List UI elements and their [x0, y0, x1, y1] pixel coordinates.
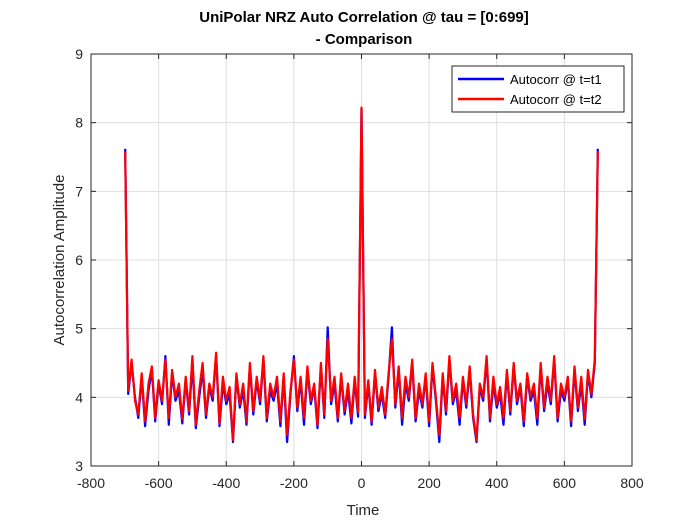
x-tick-label: 600	[553, 475, 577, 491]
legend-label-1: Autocorr @ t=t1	[510, 72, 602, 87]
y-tick-label: 9	[75, 46, 83, 62]
series-line-2	[124, 106, 599, 441]
x-tick-label: 400	[485, 475, 509, 491]
y-tick-label: 5	[75, 321, 83, 337]
plot-area: -800 -600 -400 -200 0 200 400 600 800 3 4 5 6 7 8 9	[75, 46, 644, 491]
y-tick-label: 7	[75, 183, 83, 199]
x-tick-label: 0	[358, 475, 366, 491]
y-tick-label: 4	[75, 389, 83, 405]
x-tick-label: 200	[417, 475, 441, 491]
y-tick-label: 8	[75, 115, 83, 131]
chart-legend: Autocorr @ t=t1 Autocorr @ t=t2	[451, 65, 625, 113]
y-tick-label: 6	[75, 252, 83, 268]
y-tick-label: 3	[75, 458, 83, 474]
chart-title: UniPolar NRZ Auto Correlation @ tau = [0…	[199, 9, 529, 26]
x-tick-label: 800	[620, 475, 644, 491]
x-tick-label: -800	[77, 475, 105, 491]
legend-box	[451, 65, 625, 113]
x-tick-label: -400	[212, 475, 240, 491]
legend-label-2: Autocorr @ t=t2	[510, 92, 602, 107]
chart-subtitle: - Comparison	[316, 31, 413, 48]
x-axis-label: Time	[347, 502, 380, 519]
y-axis-label: Autocorrelation Amplitude	[51, 175, 68, 346]
x-tick-label: -200	[280, 475, 308, 491]
x-tick-label: -600	[145, 475, 173, 491]
